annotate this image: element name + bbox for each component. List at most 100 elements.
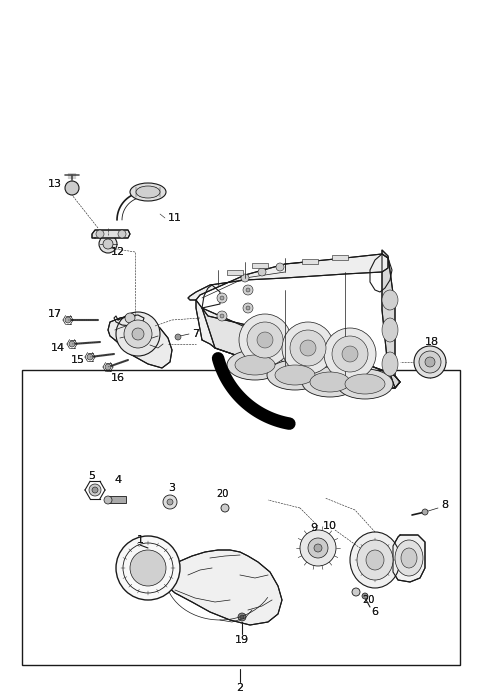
Text: 14: 14 xyxy=(51,343,65,353)
Ellipse shape xyxy=(366,550,384,570)
Ellipse shape xyxy=(332,336,368,372)
Ellipse shape xyxy=(227,350,283,380)
Text: 3: 3 xyxy=(168,483,176,493)
Circle shape xyxy=(240,615,244,619)
Circle shape xyxy=(246,288,250,292)
Text: 19: 19 xyxy=(235,635,249,645)
Text: 20: 20 xyxy=(216,489,228,499)
Circle shape xyxy=(125,313,135,323)
Circle shape xyxy=(65,317,71,323)
Circle shape xyxy=(243,303,253,313)
Circle shape xyxy=(99,235,117,253)
Circle shape xyxy=(217,293,227,303)
Ellipse shape xyxy=(257,332,273,348)
Text: 15: 15 xyxy=(71,355,85,365)
Ellipse shape xyxy=(247,322,283,358)
Circle shape xyxy=(276,263,284,271)
Circle shape xyxy=(362,593,368,599)
Bar xyxy=(302,259,318,264)
Circle shape xyxy=(246,306,250,310)
Text: 5: 5 xyxy=(88,471,96,481)
Polygon shape xyxy=(155,550,282,625)
Circle shape xyxy=(104,496,112,504)
Ellipse shape xyxy=(382,318,398,342)
Circle shape xyxy=(238,613,246,621)
Bar xyxy=(227,270,243,275)
Text: 11: 11 xyxy=(168,213,182,223)
Polygon shape xyxy=(196,300,400,388)
Text: 13: 13 xyxy=(48,179,62,189)
Ellipse shape xyxy=(239,314,291,366)
Circle shape xyxy=(217,311,227,321)
Circle shape xyxy=(422,509,428,515)
Text: 8: 8 xyxy=(442,500,449,510)
Circle shape xyxy=(419,351,441,373)
Text: 10: 10 xyxy=(323,521,337,531)
Circle shape xyxy=(352,588,360,596)
Circle shape xyxy=(314,544,322,552)
Bar xyxy=(332,255,348,260)
Text: 1: 1 xyxy=(136,535,144,545)
Text: 18: 18 xyxy=(425,337,439,347)
Text: 11: 11 xyxy=(168,213,182,223)
Text: 20: 20 xyxy=(216,489,228,499)
Circle shape xyxy=(116,312,160,356)
Ellipse shape xyxy=(395,540,423,576)
Polygon shape xyxy=(202,308,400,388)
Ellipse shape xyxy=(267,360,323,390)
Text: 4: 4 xyxy=(114,475,121,485)
Circle shape xyxy=(118,230,126,238)
Text: 19: 19 xyxy=(235,635,249,645)
Ellipse shape xyxy=(337,369,393,399)
Ellipse shape xyxy=(290,330,326,366)
Text: 2: 2 xyxy=(237,683,243,693)
Circle shape xyxy=(175,334,181,340)
Circle shape xyxy=(221,504,229,512)
Text: 12: 12 xyxy=(111,247,125,257)
Circle shape xyxy=(163,495,177,509)
Ellipse shape xyxy=(324,328,376,380)
Ellipse shape xyxy=(282,322,334,374)
Text: 14: 14 xyxy=(51,343,65,353)
Ellipse shape xyxy=(345,374,385,394)
Polygon shape xyxy=(92,230,130,238)
Polygon shape xyxy=(393,535,425,582)
Text: 17: 17 xyxy=(48,309,62,319)
Text: 17: 17 xyxy=(48,309,62,319)
Text: 16: 16 xyxy=(111,373,125,383)
Ellipse shape xyxy=(235,355,275,375)
Ellipse shape xyxy=(342,346,358,362)
Circle shape xyxy=(243,285,253,295)
Ellipse shape xyxy=(310,372,350,392)
Circle shape xyxy=(69,341,75,347)
Circle shape xyxy=(220,296,224,300)
Circle shape xyxy=(105,364,111,370)
Text: 7: 7 xyxy=(192,329,200,339)
Ellipse shape xyxy=(136,186,160,198)
Text: 2: 2 xyxy=(237,683,243,693)
Circle shape xyxy=(414,346,446,378)
Text: 15: 15 xyxy=(71,355,85,365)
Ellipse shape xyxy=(382,352,398,376)
Text: 9: 9 xyxy=(311,523,318,533)
Circle shape xyxy=(132,328,144,340)
Text: 1: 1 xyxy=(136,535,144,545)
Circle shape xyxy=(87,354,93,360)
Ellipse shape xyxy=(382,290,398,310)
Bar xyxy=(22,370,460,665)
Ellipse shape xyxy=(116,536,180,600)
Circle shape xyxy=(103,239,113,249)
Circle shape xyxy=(96,230,104,238)
Text: 7: 7 xyxy=(192,329,200,339)
Text: 8: 8 xyxy=(442,500,449,510)
Polygon shape xyxy=(382,250,400,388)
Circle shape xyxy=(308,538,328,558)
Ellipse shape xyxy=(300,340,316,356)
Ellipse shape xyxy=(357,540,393,580)
Text: 10: 10 xyxy=(323,521,337,531)
Ellipse shape xyxy=(130,550,166,586)
Ellipse shape xyxy=(302,367,358,397)
Circle shape xyxy=(124,320,152,348)
Bar xyxy=(252,263,268,268)
Text: 20: 20 xyxy=(362,595,374,605)
